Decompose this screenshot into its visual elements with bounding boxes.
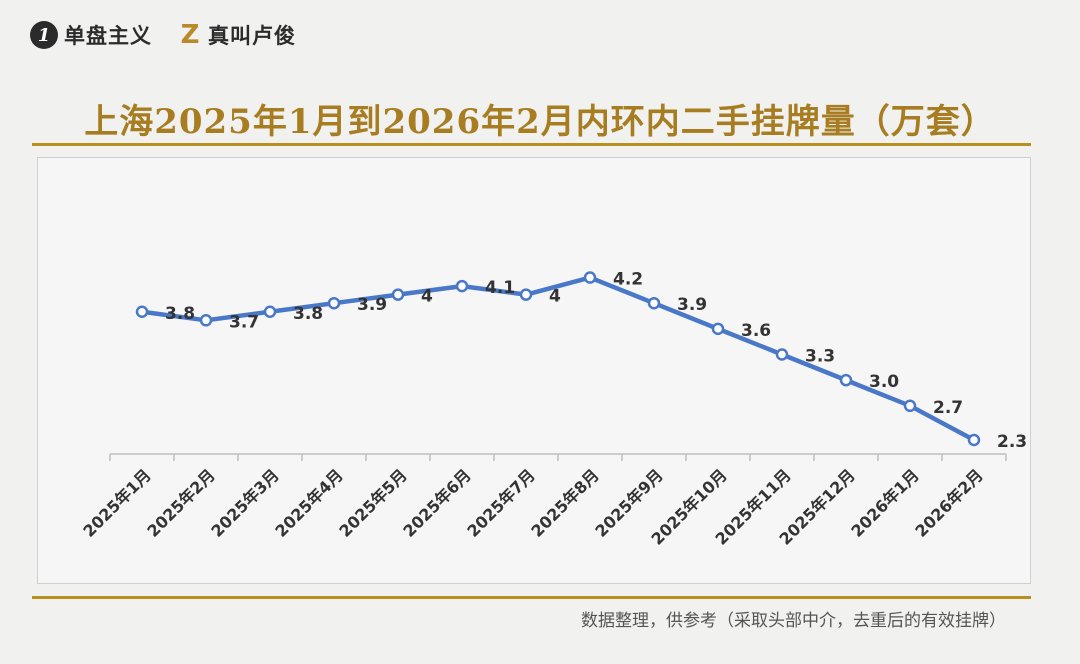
data-point xyxy=(775,348,789,361)
data-point xyxy=(711,322,725,336)
data-point xyxy=(263,305,277,318)
data-point xyxy=(199,314,213,327)
data-label: 3.9 xyxy=(677,295,707,315)
brand-danpan: 1 单盘主义 xyxy=(30,20,152,50)
data-point xyxy=(903,399,917,413)
data-point xyxy=(647,296,661,310)
zhenjiao-logo-icon: Z xyxy=(180,20,200,50)
x-tick-label: 2025年4月 xyxy=(271,465,346,540)
data-label: 3.6 xyxy=(741,321,771,341)
data-label: 3.0 xyxy=(869,372,899,392)
data-label: 4 xyxy=(421,287,433,307)
data-label: 3.7 xyxy=(229,312,259,332)
data-point xyxy=(135,305,149,318)
data-point xyxy=(455,279,469,293)
x-tick-label: 2025年5月 xyxy=(335,465,410,540)
data-point xyxy=(519,288,533,301)
data-label: 3.9 xyxy=(357,295,387,315)
title-underline xyxy=(32,143,1031,146)
data-point xyxy=(839,373,853,387)
x-tick-label: 2025年3月 xyxy=(207,465,282,540)
chart-title: 上海2025年1月到2026年2月内环内二手挂牌量（万套） xyxy=(84,102,996,142)
data-label: 3.8 xyxy=(293,304,323,324)
x-tick-label: 2026年1月 xyxy=(847,465,922,540)
x-tick-label: 2025年7月 xyxy=(463,465,538,540)
data-point xyxy=(583,271,597,284)
chart-area: 3.8 3.7 3.8 3.9 4 4.1 4 4.2 3.9 3.6 3.3 3.0 2.7 2.3 20… xyxy=(37,157,1031,584)
x-tick-label: 2025年6月 xyxy=(399,465,474,540)
x-tick-label: 2025年2月 xyxy=(143,465,218,540)
data-label: 4 xyxy=(549,287,561,307)
brand-name-danpan: 单盘主义 xyxy=(64,24,152,48)
x-tick-label: 2026年2月 xyxy=(911,465,986,540)
data-point xyxy=(391,288,405,301)
data-label: 3.3 xyxy=(805,347,835,367)
series-line xyxy=(139,275,977,443)
source-note: 数据整理，供参考（采取头部中介，去重后的有效挂牌） xyxy=(581,611,1006,631)
data-point xyxy=(967,433,981,447)
bottom-rule xyxy=(32,596,1031,599)
danpan-logo-icon: 1 xyxy=(30,21,58,49)
brand-zhenjiao: Z 真叫卢俊 xyxy=(178,20,296,50)
line-chart: 3.8 3.7 3.8 3.9 4 4.1 4 4.2 3.9 3.6 3.3 3.0 2.7 2.3 20… xyxy=(79,270,1027,549)
x-tick-label: 2025年1月 xyxy=(79,465,154,540)
x-tick-label: 2025年8月 xyxy=(527,465,602,540)
data-label: 2.7 xyxy=(933,398,963,418)
data-label: 3.8 xyxy=(165,304,195,324)
data-label: 4.1 xyxy=(485,278,515,298)
brand-bar: 1 单盘主义 Z 真叫卢俊 xyxy=(30,20,296,50)
data-point xyxy=(327,296,341,310)
data-label: 2.3 xyxy=(997,432,1027,452)
brand-name-zhenjiao: 真叫卢俊 xyxy=(208,24,296,48)
data-label: 4.2 xyxy=(613,270,643,290)
